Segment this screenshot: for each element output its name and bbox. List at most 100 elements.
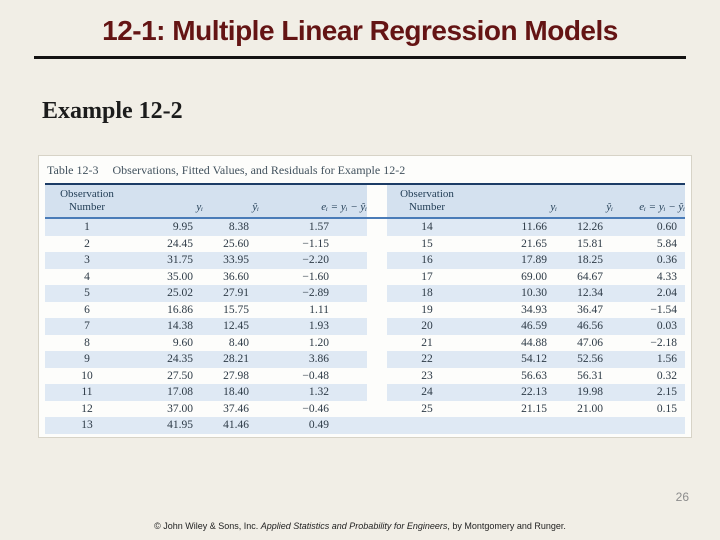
table-cell [557, 417, 613, 434]
table-cell: 69.00 [521, 270, 547, 283]
table-gutter [367, 183, 387, 219]
table-cell: 8.40 [228, 336, 249, 349]
table-image-panel: Table 12-3 Observations, Fitted Values, a… [38, 155, 692, 438]
table-cell: 33.95 [203, 252, 259, 269]
table-gutter-cell [367, 285, 387, 302]
table-cell: 0.36 [613, 252, 685, 269]
table-cell: −2.89 [259, 285, 367, 302]
table-cell: 12.26 [557, 218, 613, 236]
table-cell: 2 [84, 237, 90, 250]
table-cell: 54.12 [467, 351, 557, 368]
table-row: 4 35.00 36.60 −1.60 17 69.00 64.67 4.33 [45, 269, 685, 286]
footer-authors: , by Montgomery and Runger. [447, 521, 566, 531]
table-cell: 56.31 [577, 369, 603, 382]
table-row: 1 9.95 8.38 1.57 14 11.66 12.26 0.60 [45, 218, 685, 236]
table-cell: 36.47 [577, 303, 603, 316]
slide-footer: © John Wiley & Sons, Inc. Applied Statis… [0, 521, 720, 531]
header-observation-number-left: Observation Number [45, 183, 129, 219]
table-gutter-cell [367, 218, 387, 236]
table-cell: 20 [387, 318, 467, 335]
table-cell: 1.93 [259, 318, 367, 335]
table-cell: 4 [84, 270, 90, 283]
table-cell: 41.46 [203, 417, 259, 434]
table-gutter-cell [367, 236, 387, 253]
table-cell: 8.38 [203, 218, 259, 236]
table-cell: 18 [387, 285, 467, 302]
header-y-right: yᵢ [467, 183, 557, 219]
table-cell: 25.02 [129, 285, 203, 302]
table-cell: 21.15 [521, 402, 547, 415]
table-cell: 24 [387, 384, 467, 401]
table-cell: 23 [421, 369, 433, 382]
table-row: 7 14.38 12.45 1.93 20 46.59 46.56 0.03 [45, 318, 685, 335]
table-gutter-cell [367, 401, 387, 418]
table-cell: 0.32 [656, 369, 677, 382]
table-cell: 9.60 [172, 336, 193, 349]
table-cell: 22 [387, 351, 467, 368]
table-cell: 24.35 [129, 351, 203, 368]
table-cell: 44.88 [521, 336, 547, 349]
table-cell: 10 [81, 369, 93, 382]
table-cell: 24.45 [167, 237, 193, 250]
table-cell: 27.91 [203, 285, 259, 302]
table-gutter-cell [367, 417, 387, 434]
table-row: 6 16.86 15.75 1.11 19 34.93 36.47 −1.54 [45, 302, 685, 319]
header-observation-number-right: Observation Number [387, 183, 467, 219]
table-cell: 0.15 [656, 402, 677, 415]
table-cell: 16 [387, 252, 467, 269]
data-table: Observation Number yᵢ ŷᵢ eᵢ = yᵢ − ŷᵢ Ob… [45, 183, 685, 434]
table-cell: 11 [45, 384, 129, 401]
table-cell: 0.60 [613, 218, 685, 236]
footer-copyright: © John Wiley & Sons, Inc. [154, 521, 261, 531]
table-cell: 3 [45, 252, 129, 269]
table-row: 2 24.45 25.60 −1.15 15 21.65 15.81 5.84 [45, 236, 685, 253]
table-cell: 3.86 [259, 351, 367, 368]
table-cell: 25.60 [223, 237, 249, 250]
table-gutter-cell [367, 384, 387, 401]
table-cell: 25 [421, 402, 433, 415]
table-cell: 27.50 [167, 369, 193, 382]
header-yhat-right: ŷᵢ [557, 183, 613, 219]
table-cell: −1.60 [302, 270, 329, 283]
table-cell: 12.45 [203, 318, 259, 335]
header-residual-left: eᵢ = yᵢ − ŷᵢ [259, 183, 367, 219]
table-row: 5 25.02 27.91 −2.89 18 10.30 12.34 2.04 [45, 285, 685, 302]
page-number: 26 [675, 490, 689, 504]
table-cell: 16.86 [167, 303, 193, 316]
table-cell: 5 [45, 285, 129, 302]
table-cell: 1.20 [308, 336, 329, 349]
table-cell: 46.56 [557, 318, 613, 335]
table-cell: 6 [84, 303, 90, 316]
table-gutter-cell [367, 302, 387, 319]
header-y-left: yᵢ [129, 183, 203, 219]
table-cell: 46.59 [467, 318, 557, 335]
table-row: 3 31.75 33.95 −2.20 16 17.89 18.25 0.36 [45, 252, 685, 269]
table-cell: 8 [84, 336, 90, 349]
table-header-row: Observation Number yᵢ ŷᵢ eᵢ = yᵢ − ŷᵢ Ob… [45, 183, 685, 219]
table-cell: 56.63 [521, 369, 547, 382]
table-cell: 41.95 [129, 417, 203, 434]
table-cell: 17.89 [467, 252, 557, 269]
table-cell: 9 [45, 351, 129, 368]
table-cell: 34.93 [521, 303, 547, 316]
table-row: 11 17.08 18.40 1.32 24 22.13 19.98 2.15 [45, 384, 685, 401]
table-cell: 9.95 [129, 218, 203, 236]
table-cell [467, 417, 557, 434]
header-residual-right: eᵢ = yᵢ − ŷᵢ [613, 183, 685, 219]
table-cell: 10.30 [467, 285, 557, 302]
table-caption-title: Observations, Fitted Values, and Residua… [112, 163, 406, 177]
table-cell: 1.32 [259, 384, 367, 401]
table-caption-label: Table 12-3 [47, 163, 99, 177]
table-cell [613, 417, 685, 434]
slide-title: 12-1: Multiple Linear Regression Models [102, 15, 618, 46]
table-cell: 2.15 [613, 384, 685, 401]
table-cell: 19 [421, 303, 433, 316]
table-cell: 1 [45, 218, 129, 236]
table-cell: −1.54 [650, 303, 677, 316]
table-cell: 1.57 [259, 218, 367, 236]
table-cell: 21 [421, 336, 433, 349]
table-cell: 18.40 [203, 384, 259, 401]
table-cell: 35.00 [167, 270, 193, 283]
table-cell: 21.65 [521, 237, 547, 250]
